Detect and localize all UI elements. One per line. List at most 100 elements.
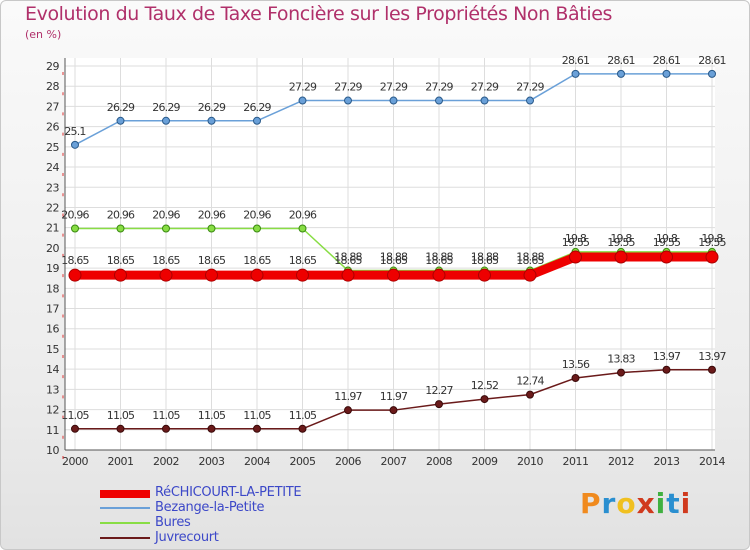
- y-tick-label: 13: [46, 383, 59, 396]
- logo-letter: r: [601, 487, 617, 520]
- data-point-r-chicourt-la-petite: [660, 250, 673, 264]
- data-label: 18.65: [334, 254, 362, 267]
- data-label: 19.55: [562, 236, 590, 249]
- y-tick-label: 10: [46, 444, 59, 457]
- logo-letter: P: [580, 487, 602, 520]
- x-tick-label: 2000: [62, 455, 88, 468]
- legend-label-rechicourt: RéCHICOURT-LA-PETITE: [155, 485, 302, 500]
- data-label: 26.29: [107, 101, 135, 114]
- x-tick-label: 2005: [290, 455, 316, 468]
- data-label: 20.96: [107, 208, 135, 221]
- logo-letter: i: [680, 487, 692, 520]
- data-label: 11.05: [243, 409, 271, 422]
- data-point-r-chicourt-la-petite: [523, 268, 537, 282]
- data-point-r-chicourt-la-petite: [705, 250, 719, 264]
- data-point-bezange-la-petite: [708, 69, 716, 78]
- y-tick-label: 18: [46, 282, 59, 295]
- data-label: 26.29: [243, 101, 271, 114]
- data-label: 20.96: [289, 208, 317, 221]
- y-tick-label: 21: [46, 222, 59, 235]
- legend-item-bezange: Bezange-la-Petite: [100, 500, 360, 516]
- y-tick-label: 27: [46, 100, 59, 113]
- data-label: 27.29: [380, 81, 408, 94]
- y-tick-label: 15: [46, 343, 59, 356]
- data-label: 12.27: [425, 384, 453, 397]
- data-point-bezange-la-petite: [480, 96, 489, 105]
- logo-letter: i: [655, 487, 667, 520]
- y-tick-label: 22: [46, 201, 59, 214]
- data-label: 11.97: [380, 390, 408, 403]
- y-tick-label: 23: [46, 181, 59, 194]
- data-point-juvrecourt: [71, 424, 79, 433]
- x-tick-label: 2008: [426, 455, 452, 468]
- data-point-juvrecourt: [617, 368, 625, 377]
- data-point-bures: [162, 224, 170, 233]
- x-tick-label: 2006: [335, 455, 361, 468]
- data-label: 19.8: [701, 232, 723, 245]
- legend-swatch-rechicourt: [100, 490, 150, 498]
- data-point-bures: [298, 224, 307, 233]
- data-label: 18.88: [471, 251, 499, 264]
- legend-item-juvrecourt: Juvrecourt: [100, 530, 360, 546]
- x-tick-label: 2003: [199, 455, 225, 468]
- y-tick-label: 17: [46, 303, 59, 316]
- data-label: 19.8: [565, 232, 587, 245]
- data-label: 27.29: [425, 81, 453, 94]
- data-point-bezange-la-petite: [435, 96, 443, 105]
- data-label: 27.29: [471, 81, 499, 94]
- data-point-r-chicourt-la-petite: [68, 268, 82, 282]
- data-label: 12.52: [471, 379, 499, 392]
- data-point-bezange-la-petite: [571, 69, 580, 78]
- y-tick-label: 12: [46, 404, 59, 417]
- data-label: 13.97: [698, 350, 726, 363]
- data-label: 19.55: [698, 236, 726, 249]
- data-point-juvrecourt: [344, 406, 352, 415]
- data-point-bezange-la-petite: [71, 140, 79, 149]
- logo-letter: o: [616, 487, 637, 520]
- data-label: 18.65: [152, 254, 180, 267]
- data-label: 19.55: [607, 236, 635, 249]
- data-label: 18.65: [516, 254, 544, 267]
- y-tick-label: 29: [46, 60, 59, 73]
- legend-label-juvrecourt: Juvrecourt: [155, 530, 219, 545]
- data-label: 20.96: [61, 208, 89, 221]
- data-point-bures: [253, 224, 261, 233]
- data-point-r-chicourt-la-petite: [341, 268, 355, 282]
- data-point-bezange-la-petite: [298, 96, 307, 105]
- data-label: 28.61: [562, 54, 590, 67]
- data-label: 27.29: [516, 81, 544, 94]
- data-label: 11.05: [152, 409, 180, 422]
- data-label: 13.83: [607, 353, 635, 366]
- data-point-r-chicourt-la-petite: [387, 268, 400, 282]
- data-point-juvrecourt: [480, 395, 489, 404]
- legend: RéCHICOURT-LA-PETITE Bezange-la-Petite B…: [100, 485, 360, 546]
- y-tick-label: 24: [46, 161, 59, 174]
- data-point-r-chicourt-la-petite: [296, 268, 309, 282]
- x-tick-label: 2002: [153, 455, 179, 468]
- data-label: 20.96: [152, 208, 180, 221]
- data-label: 13.56: [562, 358, 590, 371]
- data-point-r-chicourt-la-petite: [159, 268, 173, 282]
- data-label: 18.65: [380, 254, 408, 267]
- data-label: 11.05: [289, 409, 317, 422]
- logo-letter: x: [636, 487, 656, 520]
- data-point-juvrecourt: [207, 424, 216, 433]
- data-label: 28.61: [698, 54, 726, 67]
- data-label: 19.8: [656, 232, 678, 245]
- data-point-juvrecourt: [526, 390, 534, 399]
- data-label: 12.74: [516, 375, 544, 388]
- logo-letter: t: [666, 487, 681, 520]
- data-label: 28.61: [607, 54, 635, 67]
- data-label: 11.05: [107, 409, 135, 422]
- data-point-bezange-la-petite: [389, 96, 398, 105]
- x-tick-label: 2007: [381, 455, 407, 468]
- legend-swatch-bezange: [100, 507, 150, 509]
- data-point-bezange-la-petite: [662, 69, 671, 78]
- data-point-bures: [116, 224, 125, 233]
- data-label: 11.05: [198, 409, 226, 422]
- data-label: 27.29: [334, 81, 362, 94]
- data-label: 18.65: [425, 254, 453, 267]
- data-point-bezange-la-petite: [253, 116, 261, 125]
- data-label: 18.88: [516, 251, 544, 264]
